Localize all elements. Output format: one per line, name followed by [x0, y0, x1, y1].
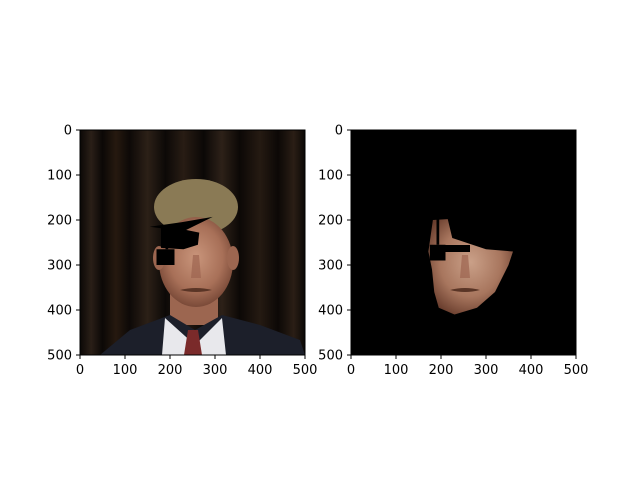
left-axis-ticks: 0 100 200 300 400 500 0 100 200 300 400 500	[47, 124, 317, 379]
left-graduation-cap-overlay	[149, 216, 213, 265]
left-image-panel: 0 100 200 300 400 500 0 100 200 300 400 500	[47, 124, 317, 379]
right-y-tick-label: 400	[318, 304, 343, 319]
right-image-panel: 0 100 200 300 400 500 0 100 200 300 400 500	[318, 124, 588, 379]
left-x-tick-label: 200	[158, 363, 183, 378]
left-y-tick-label: 500	[47, 349, 72, 364]
right-x-tick-label: 500	[564, 363, 589, 378]
left-axes-frame	[79, 129, 306, 356]
right-x-tick-label: 0	[347, 363, 355, 378]
right-x-tick-label: 300	[474, 363, 499, 378]
left-y-tick-label: 300	[47, 259, 72, 274]
left-y-tick-label: 0	[64, 124, 72, 139]
left-y-tick-label: 100	[47, 169, 72, 184]
right-x-tick-label: 200	[429, 363, 454, 378]
cap-tassel	[436, 217, 440, 245]
left-y-tick-label: 200	[47, 214, 72, 229]
right-axis-ticks: 0 100 200 300 400 500 0 100 200 300 400 500	[318, 124, 588, 379]
cap-tassel	[165, 226, 169, 250]
right-y-tick-label: 300	[318, 259, 343, 274]
right-x-tick-label: 100	[384, 363, 409, 378]
left-x-tick-label: 300	[203, 363, 228, 378]
right-axes-frame	[350, 129, 577, 356]
right-y-tick-label: 200	[318, 214, 343, 229]
right-tassel-overlay	[429, 217, 446, 261]
left-x-tick-label: 100	[113, 363, 138, 378]
left-x-tick-label: 0	[76, 363, 84, 378]
cap-tassel-block	[429, 244, 446, 261]
segmented-face-region	[428, 219, 513, 315]
right-y-tick-label: 100	[318, 169, 343, 184]
right-photo	[351, 130, 576, 355]
cap-band	[161, 228, 200, 250]
cap-tassel-block	[156, 249, 175, 265]
right-x-tick-label: 400	[519, 363, 544, 378]
right-y-tick-label: 0	[335, 124, 343, 139]
left-x-tick-label: 500	[293, 363, 318, 378]
right-y-tick-label: 500	[318, 349, 343, 364]
left-x-tick-label: 400	[248, 363, 273, 378]
left-y-tick-label: 400	[47, 304, 72, 319]
